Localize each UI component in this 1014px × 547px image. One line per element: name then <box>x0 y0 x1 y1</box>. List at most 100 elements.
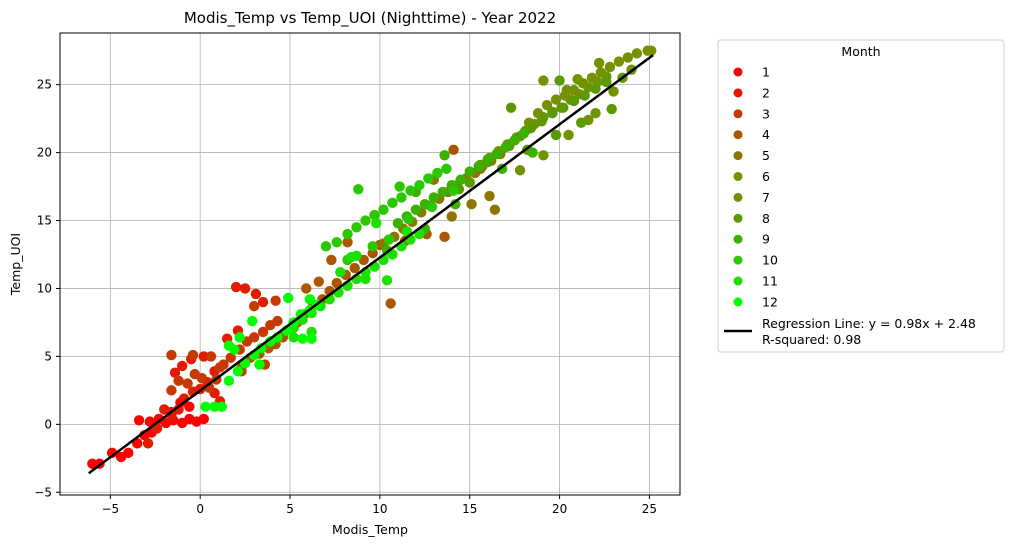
data-point <box>577 78 589 89</box>
legend-label-month-11: 11 <box>762 274 778 289</box>
data-point <box>608 86 619 97</box>
data-point <box>123 447 134 459</box>
legend-marker-month-10 <box>733 255 743 265</box>
data-point <box>214 362 226 373</box>
data-point <box>473 160 484 172</box>
data-point <box>595 67 607 78</box>
data-point <box>538 150 549 161</box>
series-month-3 <box>166 295 289 396</box>
data-point <box>554 75 565 86</box>
data-point <box>306 333 317 344</box>
data-point <box>509 135 520 146</box>
legend-marker-month-8 <box>733 213 743 223</box>
data-point <box>500 141 511 153</box>
data-point <box>439 150 450 161</box>
legend-marker-month-9 <box>733 234 743 244</box>
x-tick-label: 5 <box>286 502 294 516</box>
data-point <box>568 95 580 107</box>
data-point <box>216 401 227 412</box>
series-month-7 <box>523 45 657 128</box>
legend-marker-month-6 <box>733 172 743 181</box>
x-axis-label: Modis_Temp <box>332 522 408 537</box>
data-point <box>225 352 236 363</box>
x-tick-label: 15 <box>462 502 477 516</box>
data-point <box>169 367 181 378</box>
data-point <box>247 315 258 327</box>
data-point <box>622 52 634 63</box>
regression-line <box>88 54 654 475</box>
data-point <box>209 401 220 412</box>
data-point <box>234 332 245 343</box>
y-tick-label: 0 <box>44 417 52 431</box>
data-point <box>335 266 346 278</box>
data-point <box>272 315 283 327</box>
data-point <box>159 404 170 415</box>
data-point <box>331 237 342 248</box>
data-point <box>396 192 407 203</box>
data-point <box>229 344 240 355</box>
data-point <box>248 300 260 312</box>
data-point <box>177 360 188 372</box>
data-point <box>301 283 312 294</box>
data-point <box>563 129 574 141</box>
legend-label-month-8: 8 <box>762 211 770 226</box>
data-point <box>410 204 422 215</box>
data-point <box>166 349 177 361</box>
data-point <box>257 326 269 338</box>
data-point <box>383 234 395 245</box>
data-point <box>320 241 332 252</box>
legend-marker-month-2 <box>733 88 743 98</box>
data-point <box>606 103 617 115</box>
data-point <box>604 61 616 73</box>
data-point <box>385 298 396 309</box>
data-point <box>423 173 434 184</box>
data-point <box>166 385 177 396</box>
data-point <box>579 90 590 101</box>
legend-label-month-7: 7 <box>762 190 770 205</box>
data-point <box>550 94 562 105</box>
series-month-2 <box>142 281 269 449</box>
legend-regression-label-line2: R-squared: 0.98 <box>762 332 861 347</box>
chart-title: Modis_Temp vs Temp_UOI (Nighttime) - Yea… <box>184 9 556 28</box>
data-point <box>446 211 457 222</box>
plot-frame <box>59 32 681 496</box>
data-point <box>200 401 211 412</box>
scatter-points <box>87 45 657 469</box>
data-point <box>250 288 262 300</box>
data-point <box>369 209 380 221</box>
y-axis-label: Temp_UOI <box>8 233 23 296</box>
data-point <box>550 129 562 141</box>
x-tick-label: 25 <box>642 502 657 516</box>
data-point <box>223 375 235 387</box>
data-point <box>248 332 260 343</box>
data-point <box>351 222 362 233</box>
legend-marker-month-3 <box>733 109 743 119</box>
data-point <box>536 116 547 127</box>
data-point <box>270 295 281 306</box>
y-tick-label: 10 <box>37 281 52 295</box>
legend-marker-month-12 <box>733 297 743 307</box>
data-point <box>505 102 517 113</box>
data-point <box>360 215 371 226</box>
data-point <box>381 275 393 286</box>
data-point <box>547 107 558 119</box>
data-point <box>239 283 251 294</box>
data-point <box>205 351 217 362</box>
data-point <box>254 359 265 370</box>
data-point <box>646 45 657 56</box>
data-point <box>437 186 448 198</box>
data-point <box>182 378 193 389</box>
data-point <box>304 294 315 305</box>
x-tick-label: 20 <box>552 502 567 516</box>
series-month-9 <box>381 128 538 256</box>
data-point <box>378 204 389 215</box>
legend-regression-label-line1: Regression Line: y = 0.98x + 2.48 <box>762 316 976 331</box>
data-point <box>173 375 184 387</box>
regression-line-layer <box>88 54 654 475</box>
data-point <box>401 226 413 237</box>
data-point <box>166 409 177 421</box>
data-point <box>489 204 501 215</box>
legend-marker-month-5 <box>733 151 743 161</box>
